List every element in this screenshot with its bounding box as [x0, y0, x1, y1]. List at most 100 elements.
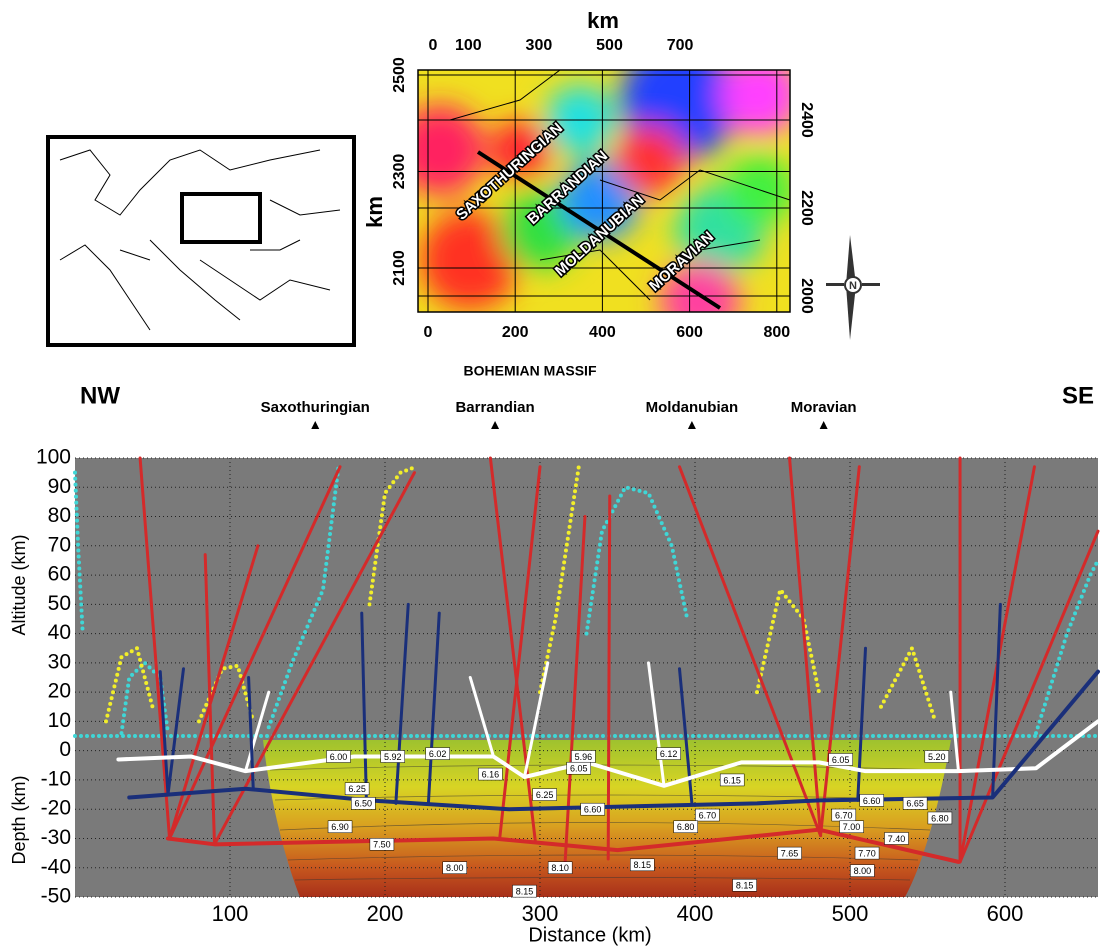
x-tick-label: 400: [677, 901, 714, 926]
velocity-label-box: [532, 788, 557, 801]
ray-line: [949, 690, 960, 773]
y-tick-label: 100: [36, 446, 71, 469]
velocity-label-box: [732, 879, 757, 892]
velocity-label-text: 6.16: [482, 769, 500, 779]
ray-line: [213, 471, 416, 846]
velocity-label-text: 8.15: [736, 881, 754, 891]
velocity-label-text: 5.92: [384, 752, 402, 762]
velocity-label-box: [924, 750, 950, 763]
map-right-tick: 2400: [798, 102, 815, 138]
y-tick-label: 10: [48, 709, 71, 732]
map-top-tick: 100: [455, 37, 482, 54]
x-tick-label: 300: [522, 901, 559, 926]
velocity-label-text: 6.80: [677, 822, 695, 832]
map-top-tick: 0: [429, 37, 438, 54]
velocity-label: 8.10: [547, 861, 573, 874]
ray-trace: [119, 660, 170, 736]
velocity-label: 6.50: [351, 797, 376, 810]
velocity-label: 6.02: [425, 747, 450, 760]
y-tick-label: 70: [48, 533, 71, 556]
velocity-label-box: [673, 820, 698, 834]
map-top-tick: 700: [667, 37, 694, 54]
ray-line: [678, 667, 694, 805]
x-tick-label: 500: [832, 901, 869, 926]
ray-line: [606, 494, 612, 861]
y-tick-label: -10: [41, 767, 71, 790]
velocity-label: 6.25: [344, 782, 370, 795]
y-axis-label-lower: Depth (km): [9, 775, 29, 864]
velocity-label-box: [380, 750, 405, 763]
ray-trace: [584, 485, 690, 636]
y-tick-label: 40: [48, 621, 71, 644]
velocity-label-text: 8.15: [516, 887, 534, 897]
x-axis-label: Distance (km): [528, 924, 651, 946]
velocity-label: 6.80: [673, 820, 698, 834]
ray-line: [166, 827, 961, 864]
velocity-label: 6.80: [927, 811, 953, 825]
y-tick-label: -40: [41, 855, 71, 878]
ray-line: [168, 465, 342, 840]
velocity-label-text: 6.70: [835, 810, 853, 820]
velocity-label-box: [326, 750, 351, 763]
velocity-label: 6.60: [580, 802, 605, 816]
unit-marker-label: Barrandian: [455, 399, 534, 416]
unit-marker-label: Saxothuringian: [261, 399, 370, 416]
velocity-label-text: 5.20: [928, 752, 946, 762]
velocity-label: 6.25: [532, 788, 557, 801]
velocity-label: 5.96: [571, 750, 596, 763]
ray-line: [138, 456, 172, 840]
velocity-label-text: 6.50: [355, 799, 373, 809]
velocity-label-text: 7.50: [373, 840, 391, 850]
map-left-tick: 2300: [391, 154, 408, 190]
velocity-label-box: [902, 797, 928, 810]
ray-line: [203, 553, 216, 846]
velocity-label: 7.65: [777, 846, 802, 860]
velocity-label-text: 6.65: [906, 799, 924, 809]
velocity-label: 5.20: [924, 750, 950, 763]
velocity-label: 7.70: [854, 846, 880, 860]
velocity-label-text: 7.40: [888, 834, 906, 844]
velocity-label-box: [351, 797, 376, 810]
velocity-label: 6.65: [902, 797, 928, 810]
velocity-label: 6.00: [326, 750, 351, 763]
ray-trace: [266, 464, 341, 730]
velocity-label: 8.15: [512, 884, 537, 898]
x-tick-label: 600: [987, 901, 1024, 926]
ray-trace: [104, 646, 155, 724]
velocity-label-text: 7.70: [858, 848, 876, 858]
europe-inset: [46, 135, 356, 347]
velocity-label: 8.00: [850, 864, 875, 877]
velocity-label-box: [442, 861, 467, 874]
ray-line: [468, 676, 495, 759]
velocity-label-text: 6.60: [584, 805, 602, 815]
velocity-label-box: [719, 773, 745, 787]
velocity-label-box: [777, 846, 802, 860]
map-raster: [418, 70, 790, 312]
velocity-label: 6.05: [566, 761, 591, 775]
ray-trace: [73, 470, 85, 636]
north-label: N: [849, 280, 857, 292]
map-top-label: km: [587, 8, 619, 33]
velocity-label-box: [854, 846, 880, 860]
velocity-label-box: [327, 820, 353, 834]
y-axis-label-upper: Altitude (km): [9, 534, 29, 635]
ray-line: [788, 456, 823, 838]
y-tick-label: 80: [48, 504, 71, 527]
ray-trace: [879, 646, 938, 724]
velocity-label-text: 6.12: [660, 749, 678, 759]
velocity-label: 7.50: [369, 838, 395, 851]
unit-marker: [311, 421, 320, 429]
ray-line: [819, 465, 861, 838]
velocity-label-box: [512, 884, 537, 898]
velocity-label-box: [839, 820, 864, 834]
y-tick-label: 90: [48, 475, 71, 498]
velocity-label-box: [656, 747, 681, 760]
y-tick-label: 30: [48, 650, 71, 673]
y-tick-label: 60: [48, 563, 71, 586]
map-bottom-tick: 600: [676, 324, 703, 341]
map-left-tick: 2500: [391, 57, 408, 93]
ray-trace: [1034, 558, 1100, 736]
velocity-label: 6.70: [695, 808, 720, 822]
velocity-label-box: [580, 802, 605, 816]
velocity-label-text: 6.15: [723, 775, 741, 785]
